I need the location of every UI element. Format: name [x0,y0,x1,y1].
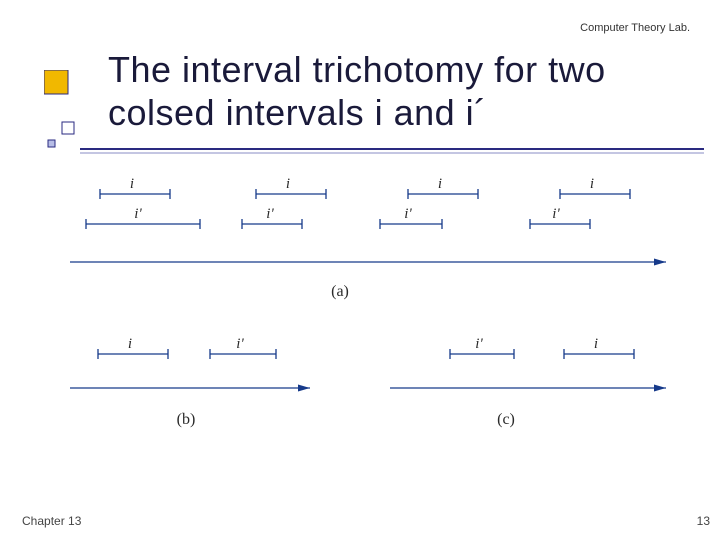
svg-text:i: i [130,176,134,192]
svg-text:i': i' [552,206,560,222]
svg-text:(c): (c) [497,411,515,428]
header-lab-label: Computer Theory Lab. [580,22,690,34]
svg-text:i': i' [266,206,274,222]
trichotomy-figure: ii'ii'ii'ii'(a)ii'(b)i'i(c) [70,176,680,476]
svg-text:i: i [590,176,594,192]
footer-page-number: 13 [697,514,710,528]
svg-text:i': i' [134,206,142,222]
svg-text:i: i [128,336,132,352]
svg-text:(b): (b) [177,411,196,428]
deco-mid-square [62,122,74,134]
title-line-2: colsed intervals i and i´ [108,91,680,134]
svg-text:i: i [594,336,598,352]
svg-text:i': i' [236,336,244,352]
svg-text:i: i [286,176,290,192]
slide: Computer Theory Lab. The interval tricho… [0,0,720,540]
title-line-1: The interval trichotomy for two [108,48,680,91]
deco-big-square [44,70,68,94]
svg-text:i': i' [404,206,412,222]
deco-small-square [48,140,55,147]
title-block: The interval trichotomy for two colsed i… [108,48,680,134]
footer-chapter: Chapter 13 [22,514,81,528]
svg-text:i: i [438,176,442,192]
svg-text:(a): (a) [331,283,349,300]
svg-text:i': i' [475,336,483,352]
